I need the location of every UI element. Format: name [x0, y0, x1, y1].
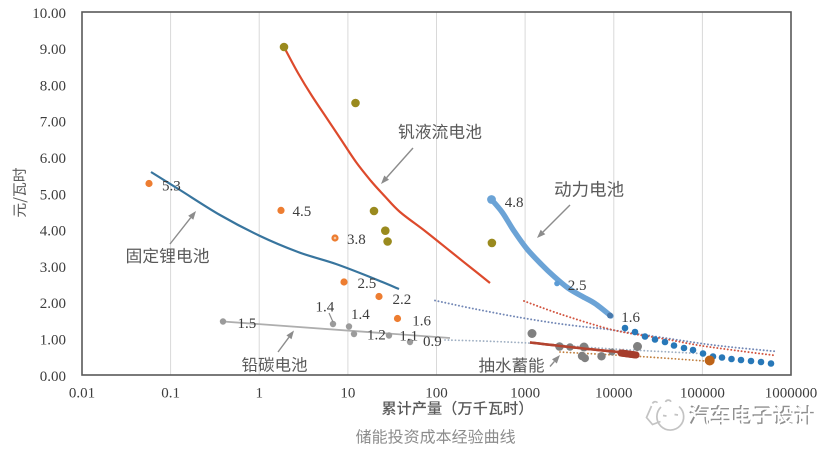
svg-text:4.5: 4.5 — [293, 204, 312, 220]
svg-text:2.5: 2.5 — [358, 276, 377, 292]
svg-text:9.00: 9.00 — [40, 42, 66, 58]
svg-text:7.00: 7.00 — [40, 115, 66, 131]
svg-text:100: 100 — [425, 386, 448, 402]
svg-text:2.00: 2.00 — [40, 296, 66, 312]
svg-text:6.00: 6.00 — [40, 151, 66, 167]
svg-text:3.8: 3.8 — [347, 232, 366, 248]
svg-text:1.4: 1.4 — [316, 299, 335, 315]
svg-text:5.00: 5.00 — [40, 187, 66, 203]
svg-text:4.8: 4.8 — [505, 195, 524, 211]
svg-text:1.5: 1.5 — [238, 316, 257, 332]
svg-text:4.00: 4.00 — [40, 224, 66, 240]
svg-text:100000: 100000 — [680, 386, 725, 402]
svg-text:1.4: 1.4 — [351, 307, 370, 323]
svg-text:10000: 10000 — [595, 386, 633, 402]
svg-text:2.5: 2.5 — [568, 278, 587, 294]
svg-text:8.00: 8.00 — [40, 78, 66, 94]
svg-text:1000: 1000 — [510, 386, 540, 402]
svg-text:0.01: 0.01 — [69, 386, 95, 402]
svg-text:3.00: 3.00 — [40, 260, 66, 276]
svg-text:1.6: 1.6 — [621, 310, 640, 326]
svg-text:2.2: 2.2 — [393, 292, 412, 308]
svg-text:10: 10 — [340, 386, 355, 402]
svg-text:0.9: 0.9 — [423, 334, 442, 350]
svg-text:5.3: 5.3 — [162, 179, 181, 195]
svg-text:1.2: 1.2 — [367, 327, 386, 343]
svg-text:1.00: 1.00 — [40, 333, 66, 349]
svg-text:0.00: 0.00 — [40, 369, 66, 385]
svg-text:0.1: 0.1 — [161, 386, 180, 402]
svg-text:10.00: 10.00 — [32, 6, 66, 22]
svg-text:1.6: 1.6 — [412, 313, 431, 329]
svg-text:1000000: 1000000 — [765, 386, 818, 402]
svg-text:1.1: 1.1 — [399, 328, 418, 344]
svg-text:1: 1 — [255, 386, 263, 402]
